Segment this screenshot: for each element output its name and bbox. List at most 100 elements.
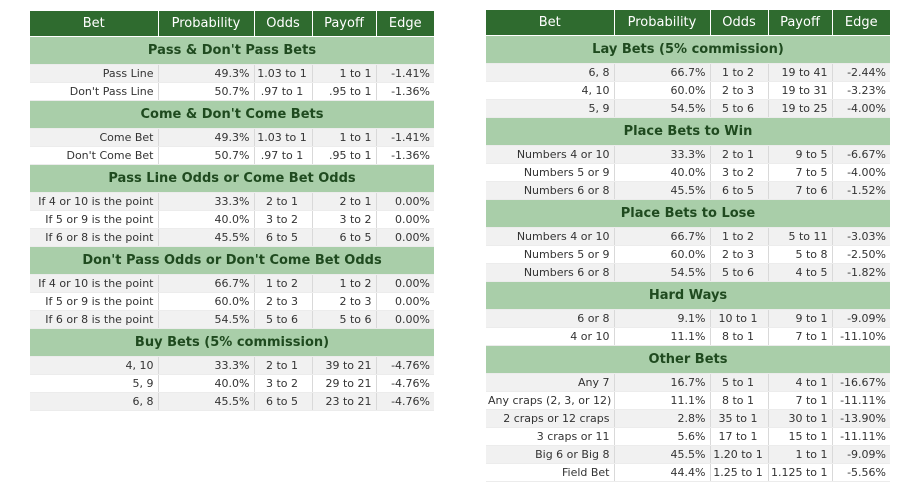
column-header-probability: Probability xyxy=(614,10,711,36)
odds-cell: 17 to 1 xyxy=(710,427,769,446)
odds-cell: 8 to 1 xyxy=(710,391,769,410)
odds-cell: 2 to 1 xyxy=(254,356,313,375)
bet-cell: If 4 or 10 is the point xyxy=(30,192,159,211)
column-header-edge: Edge xyxy=(832,10,890,36)
odds-cell: 3 to 2 xyxy=(254,374,313,393)
odds-cell: 5 to 1 xyxy=(710,373,769,392)
column-header-payoff: Payoff xyxy=(768,10,833,36)
bet-cell: Big 6 or Big 8 xyxy=(486,445,615,464)
edge-cell: -13.90% xyxy=(832,409,890,428)
odds-cell: 1.03 to 1 xyxy=(254,64,313,83)
payoff-cell: 5 to 8 xyxy=(768,245,833,264)
section-header-row: Come & Don't Come Bets xyxy=(30,100,434,129)
table-row: 6, 8 66.7% 1 to 2 19 to 41 -2.44% xyxy=(486,63,890,82)
payoff-cell: 23 to 21 xyxy=(312,392,377,411)
bet-cell: If 6 or 8 is the point xyxy=(30,310,159,329)
payoff-cell: 5 to 11 xyxy=(768,227,833,246)
left-table-body: Pass & Don't Pass Bets Pass Line 49.3% 1.03… xyxy=(30,36,434,411)
payoff-cell: 19 to 31 xyxy=(768,81,833,100)
bet-cell: Numbers 6 or 8 xyxy=(486,181,615,200)
edge-cell: -4.76% xyxy=(376,356,434,375)
odds-cell: 2 to 1 xyxy=(710,145,769,164)
payoff-cell: 7 to 6 xyxy=(768,181,833,200)
odds-cell: 1.20 to 1 xyxy=(710,445,769,464)
payoff-cell: 7 to 1 xyxy=(768,327,833,346)
bet-cell: Numbers 5 or 9 xyxy=(486,245,615,264)
probability-cell: 9.1% xyxy=(614,309,711,328)
left-header-row: Bet Probability Odds Payoff Edge xyxy=(30,11,434,37)
table-row: 4, 10 60.0% 2 to 3 19 to 31 -3.23% xyxy=(486,81,890,100)
column-header-odds: Odds xyxy=(710,10,769,36)
probability-cell: 49.3% xyxy=(158,64,255,83)
bet-cell: 6, 8 xyxy=(30,392,159,411)
column-header-payoff: Payoff xyxy=(312,11,377,37)
edge-cell: 0.00% xyxy=(376,310,434,329)
odds-cell: 1.03 to 1 xyxy=(254,128,313,147)
payoff-cell: 29 to 21 xyxy=(312,374,377,393)
payoff-cell: 2 to 3 xyxy=(312,292,377,311)
edge-cell: -4.00% xyxy=(832,99,890,118)
probability-cell: 66.7% xyxy=(614,227,711,246)
edge-cell: -5.56% xyxy=(832,463,890,482)
probability-cell: 54.5% xyxy=(614,263,711,282)
bet-cell: Any craps (2, 3, or 12) xyxy=(486,391,615,410)
odds-cell: 6 to 5 xyxy=(710,181,769,200)
odds-cell: 3 to 2 xyxy=(254,210,313,229)
bet-cell: Numbers 4 or 10 xyxy=(486,227,615,246)
payoff-cell: 9 to 1 xyxy=(768,309,833,328)
section-title: Lay Bets (5% commission) xyxy=(486,35,890,64)
edge-cell: -16.67% xyxy=(832,373,890,392)
bet-cell: Any 7 xyxy=(486,373,615,392)
table-row: 5, 9 54.5% 5 to 6 19 to 25 -4.00% xyxy=(486,99,890,118)
odds-cell: 10 to 1 xyxy=(710,309,769,328)
probability-cell: 45.5% xyxy=(614,445,711,464)
bet-cell: 2 craps or 12 craps xyxy=(486,409,615,428)
probability-cell: 50.7% xyxy=(158,146,255,165)
section-title: Place Bets to Lose xyxy=(486,199,890,228)
bet-cell: 5, 9 xyxy=(486,99,615,118)
payoff-cell: 1 to 1 xyxy=(312,128,377,147)
probability-cell: 54.5% xyxy=(158,310,255,329)
edge-cell: -11.11% xyxy=(832,427,890,446)
probability-cell: 40.0% xyxy=(614,163,711,182)
column-header-odds: Odds xyxy=(254,11,313,37)
payoff-cell: .95 to 1 xyxy=(312,82,377,101)
bet-cell: Don't Pass Line xyxy=(30,82,159,101)
edge-cell: -9.09% xyxy=(832,309,890,328)
bet-cell: Don't Come Bet xyxy=(30,146,159,165)
probability-cell: 33.3% xyxy=(614,145,711,164)
section-title: Place Bets to Win xyxy=(486,117,890,146)
bet-cell: 6, 8 xyxy=(486,63,615,82)
odds-cell: 35 to 1 xyxy=(710,409,769,428)
bet-cell: 5, 9 xyxy=(30,374,159,393)
edge-cell: -4.76% xyxy=(376,392,434,411)
probability-cell: 54.5% xyxy=(614,99,711,118)
odds-cell: 2 to 3 xyxy=(254,292,313,311)
bet-cell: If 5 or 9 is the point xyxy=(30,292,159,311)
bet-cell: Field Bet xyxy=(486,463,615,482)
payoff-cell: 1 to 2 xyxy=(312,274,377,293)
probability-cell: 45.5% xyxy=(614,181,711,200)
odds-cell: 1 to 2 xyxy=(254,274,313,293)
edge-cell: -11.11% xyxy=(832,391,890,410)
column-header-bet: Bet xyxy=(486,10,615,36)
probability-cell: 5.6% xyxy=(614,427,711,446)
bet-cell: 4 or 10 xyxy=(486,327,615,346)
odds-cell: 5 to 6 xyxy=(710,99,769,118)
payoff-cell: 7 to 1 xyxy=(768,391,833,410)
table-row: 6, 8 45.5% 6 to 5 23 to 21 -4.76% xyxy=(30,392,434,411)
bet-cell: Numbers 5 or 9 xyxy=(486,163,615,182)
edge-cell: -11.10% xyxy=(832,327,890,346)
edge-cell: -1.36% xyxy=(376,82,434,101)
edge-cell: -3.03% xyxy=(832,227,890,246)
